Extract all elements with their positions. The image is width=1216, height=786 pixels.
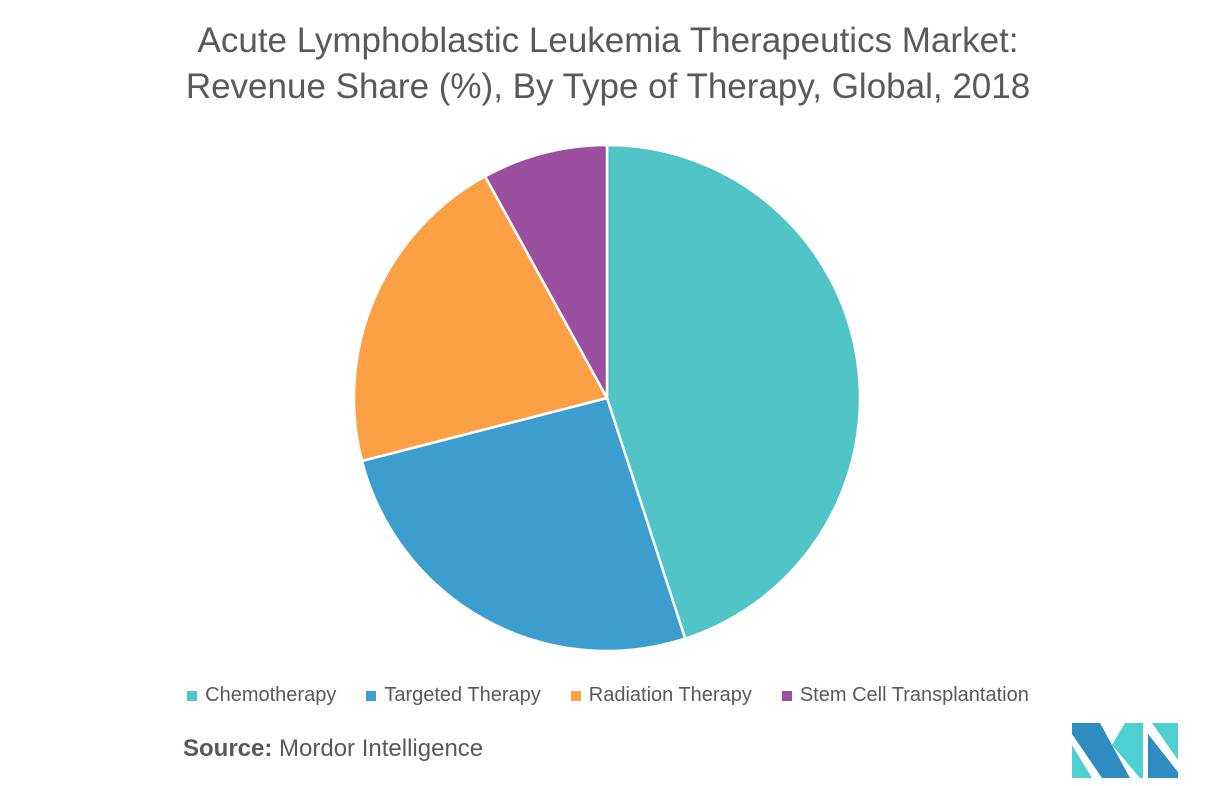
pie-slice-targeted-therapy [360, 396, 687, 653]
legend-item: Chemotherapy [187, 684, 336, 707]
legend-swatch [187, 690, 198, 701]
legend-label: Stem Cell Transplantation [799, 684, 1029, 706]
title-line-1: Acute Lymphoblastic Leukemia Therapeutic… [197, 21, 1019, 60]
mordor-logo [1072, 723, 1178, 778]
legend-label: Radiation Therapy [588, 684, 752, 706]
pie-slice-chemotherapy [605, 143, 862, 641]
source-label: Source: [183, 735, 273, 762]
legend-swatch [781, 690, 792, 701]
legend-swatch [570, 690, 581, 701]
legend-label: Chemotherapy [205, 684, 337, 706]
title-line-2: Revenue Share (%), By Type of Therapy, G… [185, 67, 1031, 106]
legend-label: Targeted Therapy [384, 684, 541, 706]
chart-title: Acute Lymphoblastic Leukemia Therapeutic… [0, 18, 1216, 110]
legend-item: Radiation Therapy [570, 684, 752, 707]
source-note: Source: Mordor Intelligence [183, 735, 483, 763]
source-text: Mordor Intelligence [279, 735, 484, 762]
legend-swatch [366, 690, 377, 701]
legend-item: Targeted Therapy [366, 684, 541, 707]
legend-item: Stem Cell Transplantation [781, 684, 1029, 707]
pie-slice-radiation-therapy [352, 174, 609, 463]
legend: Chemotherapy Targeted Therapy Radiation Th… [0, 684, 1216, 707]
pie-slice-stem-cell-transplantation [483, 143, 609, 399]
